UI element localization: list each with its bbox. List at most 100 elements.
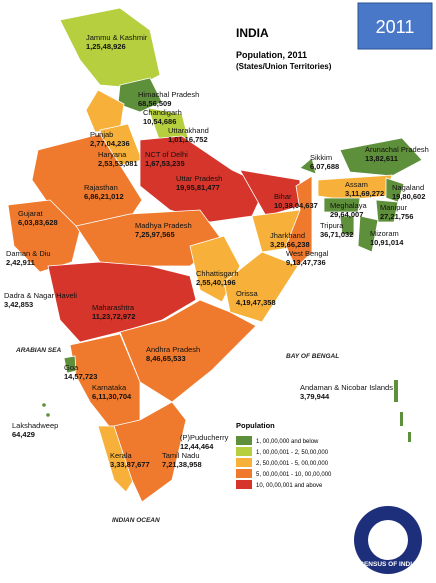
island-shape: [408, 432, 411, 442]
region-name: Rajasthan: [84, 183, 118, 192]
region-name: Andhra Pradesh: [146, 345, 200, 354]
legend-swatch: [236, 458, 252, 467]
header: INDIA Population, 2011 (States/Union Ter…: [236, 2, 433, 71]
region-population: 36,71,032: [320, 230, 353, 239]
region-population: 6,11,30,704: [92, 392, 132, 401]
region-name: West Bengal: [286, 249, 329, 258]
region-name: Andaman & Nicobar Islands: [300, 383, 393, 392]
region-population: 6,07,688: [310, 162, 339, 171]
region-name: Assam: [345, 180, 368, 189]
island-shape: [46, 413, 50, 417]
state-shape: [147, 107, 189, 143]
region-population: 13,82,611: [365, 154, 398, 163]
island-shape: [400, 412, 403, 426]
region-name: Jharkhand: [270, 231, 305, 240]
state-shape: [375, 199, 399, 223]
region-name: Sikkim: [310, 153, 332, 162]
region-population: 2,77,04,236: [90, 139, 130, 148]
region-population: 6,86,21,012: [84, 192, 124, 201]
island-shape: [42, 403, 46, 407]
region-population: 2,55,40,196: [196, 278, 236, 287]
legend-swatch: [236, 447, 252, 456]
logo-inner: [368, 520, 408, 560]
region-population: 19,80,602: [392, 192, 425, 201]
legend-swatch: [236, 480, 252, 489]
region-population: 2,53,53,081: [98, 159, 138, 168]
region-population: 1,67,53,235: [145, 159, 185, 168]
legend-label: 1, 00,00,001 - 2, 50,00,000: [256, 450, 329, 456]
region-population: 3,79,944: [300, 392, 330, 401]
region-name: Kerala: [110, 451, 133, 460]
state-shape: [323, 197, 361, 213]
state-shape: [317, 174, 393, 201]
state-shape: [339, 137, 423, 177]
region-population: 3,29,66,238: [270, 240, 310, 249]
subtitle: Population, 2011: [236, 50, 307, 60]
region-population: 19,95,81,477: [176, 183, 220, 192]
region-name: Karnataka: [92, 383, 127, 392]
region-name: Uttar Pradesh: [176, 174, 222, 183]
region-population: 4,19,47,358: [236, 298, 276, 307]
region-population: 7,25,97,565: [135, 230, 175, 239]
region-population: 12,44,464: [180, 442, 214, 451]
region-population: 27,21,756: [380, 212, 413, 221]
region-name: (P)Puducherry: [180, 433, 229, 442]
region-population: 9,13,47,736: [286, 258, 326, 267]
region-name: Arunachal Pradesh: [365, 145, 429, 154]
badge: [357, 2, 433, 50]
sea-label: INDIAN OCEAN: [112, 517, 160, 524]
note: (States/Union Territories): [236, 62, 332, 71]
region-population: 3,11,69,272: [345, 189, 384, 198]
state-shape: [119, 299, 257, 403]
legend-label: 2, 50,00,001 - 5, 00,00,000: [256, 461, 329, 467]
region-name: Orissa: [236, 289, 258, 298]
region-population: 14,57,723: [64, 372, 97, 381]
legend-label: 5, 00,00,001 - 10, 00,00,000: [256, 472, 332, 478]
region-name: Jammu & Kashmir: [86, 33, 148, 42]
state-shape: [357, 215, 379, 253]
legend-swatch: [236, 469, 252, 478]
badge-text: 2011: [376, 17, 415, 37]
region-name: Himachal Pradesh: [138, 90, 199, 99]
region-name: Chhattisgarh: [196, 269, 239, 278]
region-population: 8,46,65,533: [146, 354, 186, 363]
legend-label: 1, 00,00,000 and below: [256, 439, 319, 445]
region-population: 2,42,911: [6, 258, 35, 267]
region-population: 11,23,72,972: [92, 312, 135, 321]
state-shape: [339, 215, 355, 237]
region-name: Madhya Pradesh: [135, 221, 192, 230]
sea-label: BAY OF BENGAL: [286, 353, 339, 360]
island-shape: [394, 380, 398, 402]
region-name: Tripura: [320, 221, 344, 230]
legend-title: Population: [236, 421, 275, 430]
region-population: 1,25,48,926: [86, 42, 126, 51]
region-population: 68,56,509: [138, 99, 171, 108]
region-name: Tamil Nadu: [162, 451, 200, 460]
state-shape: [47, 261, 197, 343]
region-name: Manipur: [380, 203, 408, 212]
region-population: 64,429: [12, 430, 35, 439]
region-name: Mizoram: [370, 229, 399, 238]
state-shape: [63, 355, 77, 374]
region-name: Maharashtra: [92, 303, 135, 312]
logo-text: CENSUS OF INDIA: [359, 561, 417, 568]
region-name: Nagaland: [392, 183, 424, 192]
state-shape: [113, 401, 187, 503]
region-population: 10,91,014: [370, 238, 404, 247]
region-population: 6,03,83,628: [18, 218, 58, 227]
region-name: Lakshadweep: [12, 421, 58, 430]
region-population: 29,64,007: [330, 210, 363, 219]
region-name: Chandigarh: [143, 108, 182, 117]
region-name: Haryana: [98, 150, 127, 159]
state-shape: [223, 251, 299, 323]
legend-label: 10, 00,00,001 and above: [256, 483, 323, 489]
region-name: Punjab: [90, 130, 113, 139]
region-population: 10,38,04,637: [274, 201, 318, 210]
state-shape: [97, 425, 137, 493]
region-name: Uttarakhand: [168, 126, 209, 135]
region-name: NCT of Delhi: [145, 150, 188, 159]
state-shape: [7, 199, 81, 273]
states: [7, 7, 423, 503]
